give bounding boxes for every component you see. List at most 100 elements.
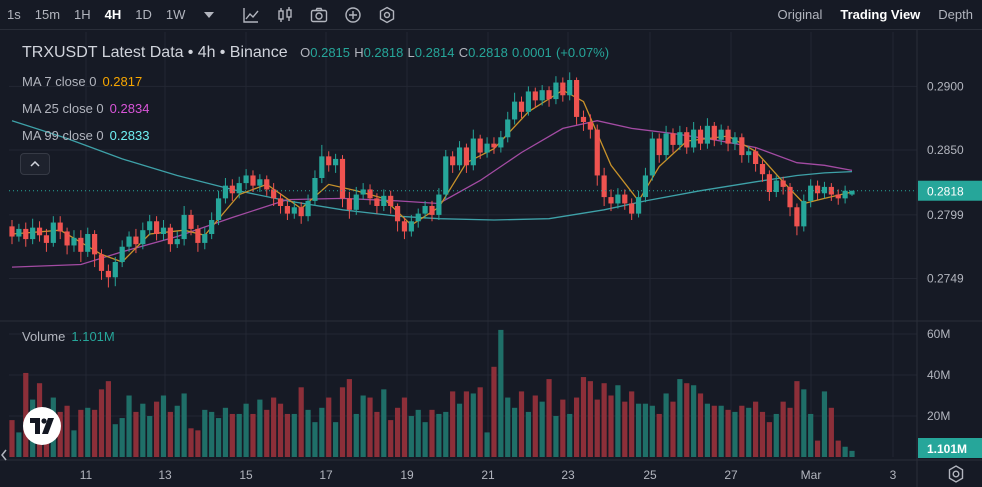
indicator-chart-icon[interactable] bbox=[240, 4, 262, 26]
volume-bar bbox=[780, 401, 786, 457]
timeframe-1s[interactable]: 1s bbox=[7, 6, 21, 22]
candle-body bbox=[718, 129, 724, 140]
scroll-left-icon[interactable] bbox=[0, 449, 8, 461]
volume-bar bbox=[814, 440, 821, 457]
timeframe-1w[interactable]: 1W bbox=[165, 6, 186, 22]
view-depth[interactable]: Depth bbox=[938, 7, 973, 22]
candle-body bbox=[346, 198, 352, 210]
volume-badge-label: 1.101M bbox=[927, 442, 967, 456]
candle-body bbox=[525, 91, 531, 112]
volume-bar bbox=[153, 401, 160, 457]
candle-body bbox=[470, 138, 476, 166]
candle-body bbox=[759, 164, 766, 175]
candle-body bbox=[92, 234, 98, 255]
camera-icon[interactable] bbox=[308, 4, 330, 26]
candle-body bbox=[64, 231, 70, 246]
settings-hex-icon[interactable] bbox=[376, 4, 398, 26]
collapse-legend-button[interactable] bbox=[20, 153, 50, 175]
candle-body bbox=[415, 213, 421, 222]
ma7-value: 0.2817 bbox=[102, 74, 143, 89]
time-tick-label: 25 bbox=[643, 468, 657, 482]
candle-body bbox=[436, 194, 442, 215]
volume-bar bbox=[732, 411, 738, 457]
volume-bar bbox=[553, 416, 559, 457]
volume-bar bbox=[842, 446, 848, 457]
timeframe-1d[interactable]: 1D bbox=[135, 6, 152, 22]
time-tick-label: 19 bbox=[400, 468, 414, 482]
timeframe-1h[interactable]: 1H bbox=[74, 6, 91, 22]
candle-body bbox=[71, 237, 77, 246]
candle-body bbox=[112, 262, 118, 278]
candle-body bbox=[195, 228, 201, 243]
ma25-value: 0.2834 bbox=[109, 101, 150, 116]
volume-bar bbox=[491, 366, 497, 457]
volume-value-badge bbox=[918, 438, 982, 458]
volume-bar bbox=[670, 401, 676, 457]
volume-legend: Volume 1.101M bbox=[22, 329, 115, 344]
volume-bar bbox=[567, 413, 573, 457]
volume-bar bbox=[801, 389, 807, 457]
candle-body bbox=[339, 158, 346, 199]
volume-bar bbox=[408, 416, 414, 457]
close-value: 0.2818 bbox=[468, 45, 508, 60]
candle-body bbox=[546, 90, 552, 100]
volume-bar bbox=[243, 403, 249, 457]
volume-bar bbox=[174, 405, 180, 457]
candle-body bbox=[250, 175, 256, 186]
volume-bar bbox=[92, 409, 98, 457]
candle-body bbox=[78, 237, 84, 252]
candle-body bbox=[360, 189, 366, 195]
volume-bar bbox=[766, 422, 772, 457]
volume-tick-label: 60M bbox=[927, 327, 950, 341]
candle-body bbox=[181, 214, 187, 240]
candle-body bbox=[222, 185, 229, 199]
volume-bar bbox=[374, 411, 380, 457]
candle-body bbox=[821, 186, 828, 194]
candle-body bbox=[133, 236, 139, 245]
view-original[interactable]: Original bbox=[777, 7, 823, 22]
candle-body bbox=[580, 116, 587, 122]
volume-bar bbox=[759, 411, 766, 457]
time-tick-label: 3 bbox=[890, 468, 897, 482]
volume-bar bbox=[112, 424, 118, 457]
volume-bar bbox=[381, 389, 387, 457]
candle-body bbox=[333, 158, 339, 166]
volume-bar bbox=[746, 407, 752, 457]
volume-bar bbox=[718, 405, 724, 457]
tradingview-logo[interactable] bbox=[23, 407, 61, 445]
volume-bar bbox=[339, 387, 346, 457]
volume-bar bbox=[835, 440, 841, 457]
volume-bar bbox=[518, 391, 525, 457]
volume-bar bbox=[9, 420, 15, 457]
candle-body bbox=[98, 254, 105, 271]
time-tick-label: 27 bbox=[724, 468, 738, 482]
chevron-down-icon[interactable] bbox=[198, 4, 220, 26]
volume-bar bbox=[401, 397, 408, 457]
volume-bar bbox=[787, 407, 793, 457]
candle-body bbox=[326, 156, 332, 166]
plus-circle-icon[interactable] bbox=[342, 4, 364, 26]
candle-body bbox=[608, 197, 614, 204]
candle-body bbox=[429, 206, 435, 215]
volume-bar bbox=[277, 403, 284, 457]
time-tick-label: 11 bbox=[80, 468, 93, 482]
timeframe-4h[interactable]: 4H bbox=[104, 6, 122, 22]
volume-bar bbox=[691, 385, 697, 457]
candle-type-icon[interactable] bbox=[274, 4, 296, 26]
change-value: 0.0001 bbox=[512, 45, 552, 60]
candle-body bbox=[284, 206, 291, 214]
candle-body bbox=[463, 147, 470, 166]
view-trading-view[interactable]: Trading View bbox=[840, 7, 921, 22]
timeframe-15m[interactable]: 15m bbox=[34, 6, 61, 22]
volume-bar bbox=[849, 450, 855, 457]
volume-bar bbox=[284, 413, 291, 457]
candle-body bbox=[635, 197, 642, 214]
time-tick-label: 13 bbox=[158, 468, 172, 482]
volume-bar bbox=[188, 428, 194, 457]
chart-settings-icon[interactable] bbox=[946, 464, 966, 484]
low-label: L bbox=[407, 45, 415, 60]
candle-body bbox=[401, 221, 408, 232]
candle-body bbox=[553, 82, 559, 100]
time-tick-label: Mar bbox=[801, 468, 822, 482]
